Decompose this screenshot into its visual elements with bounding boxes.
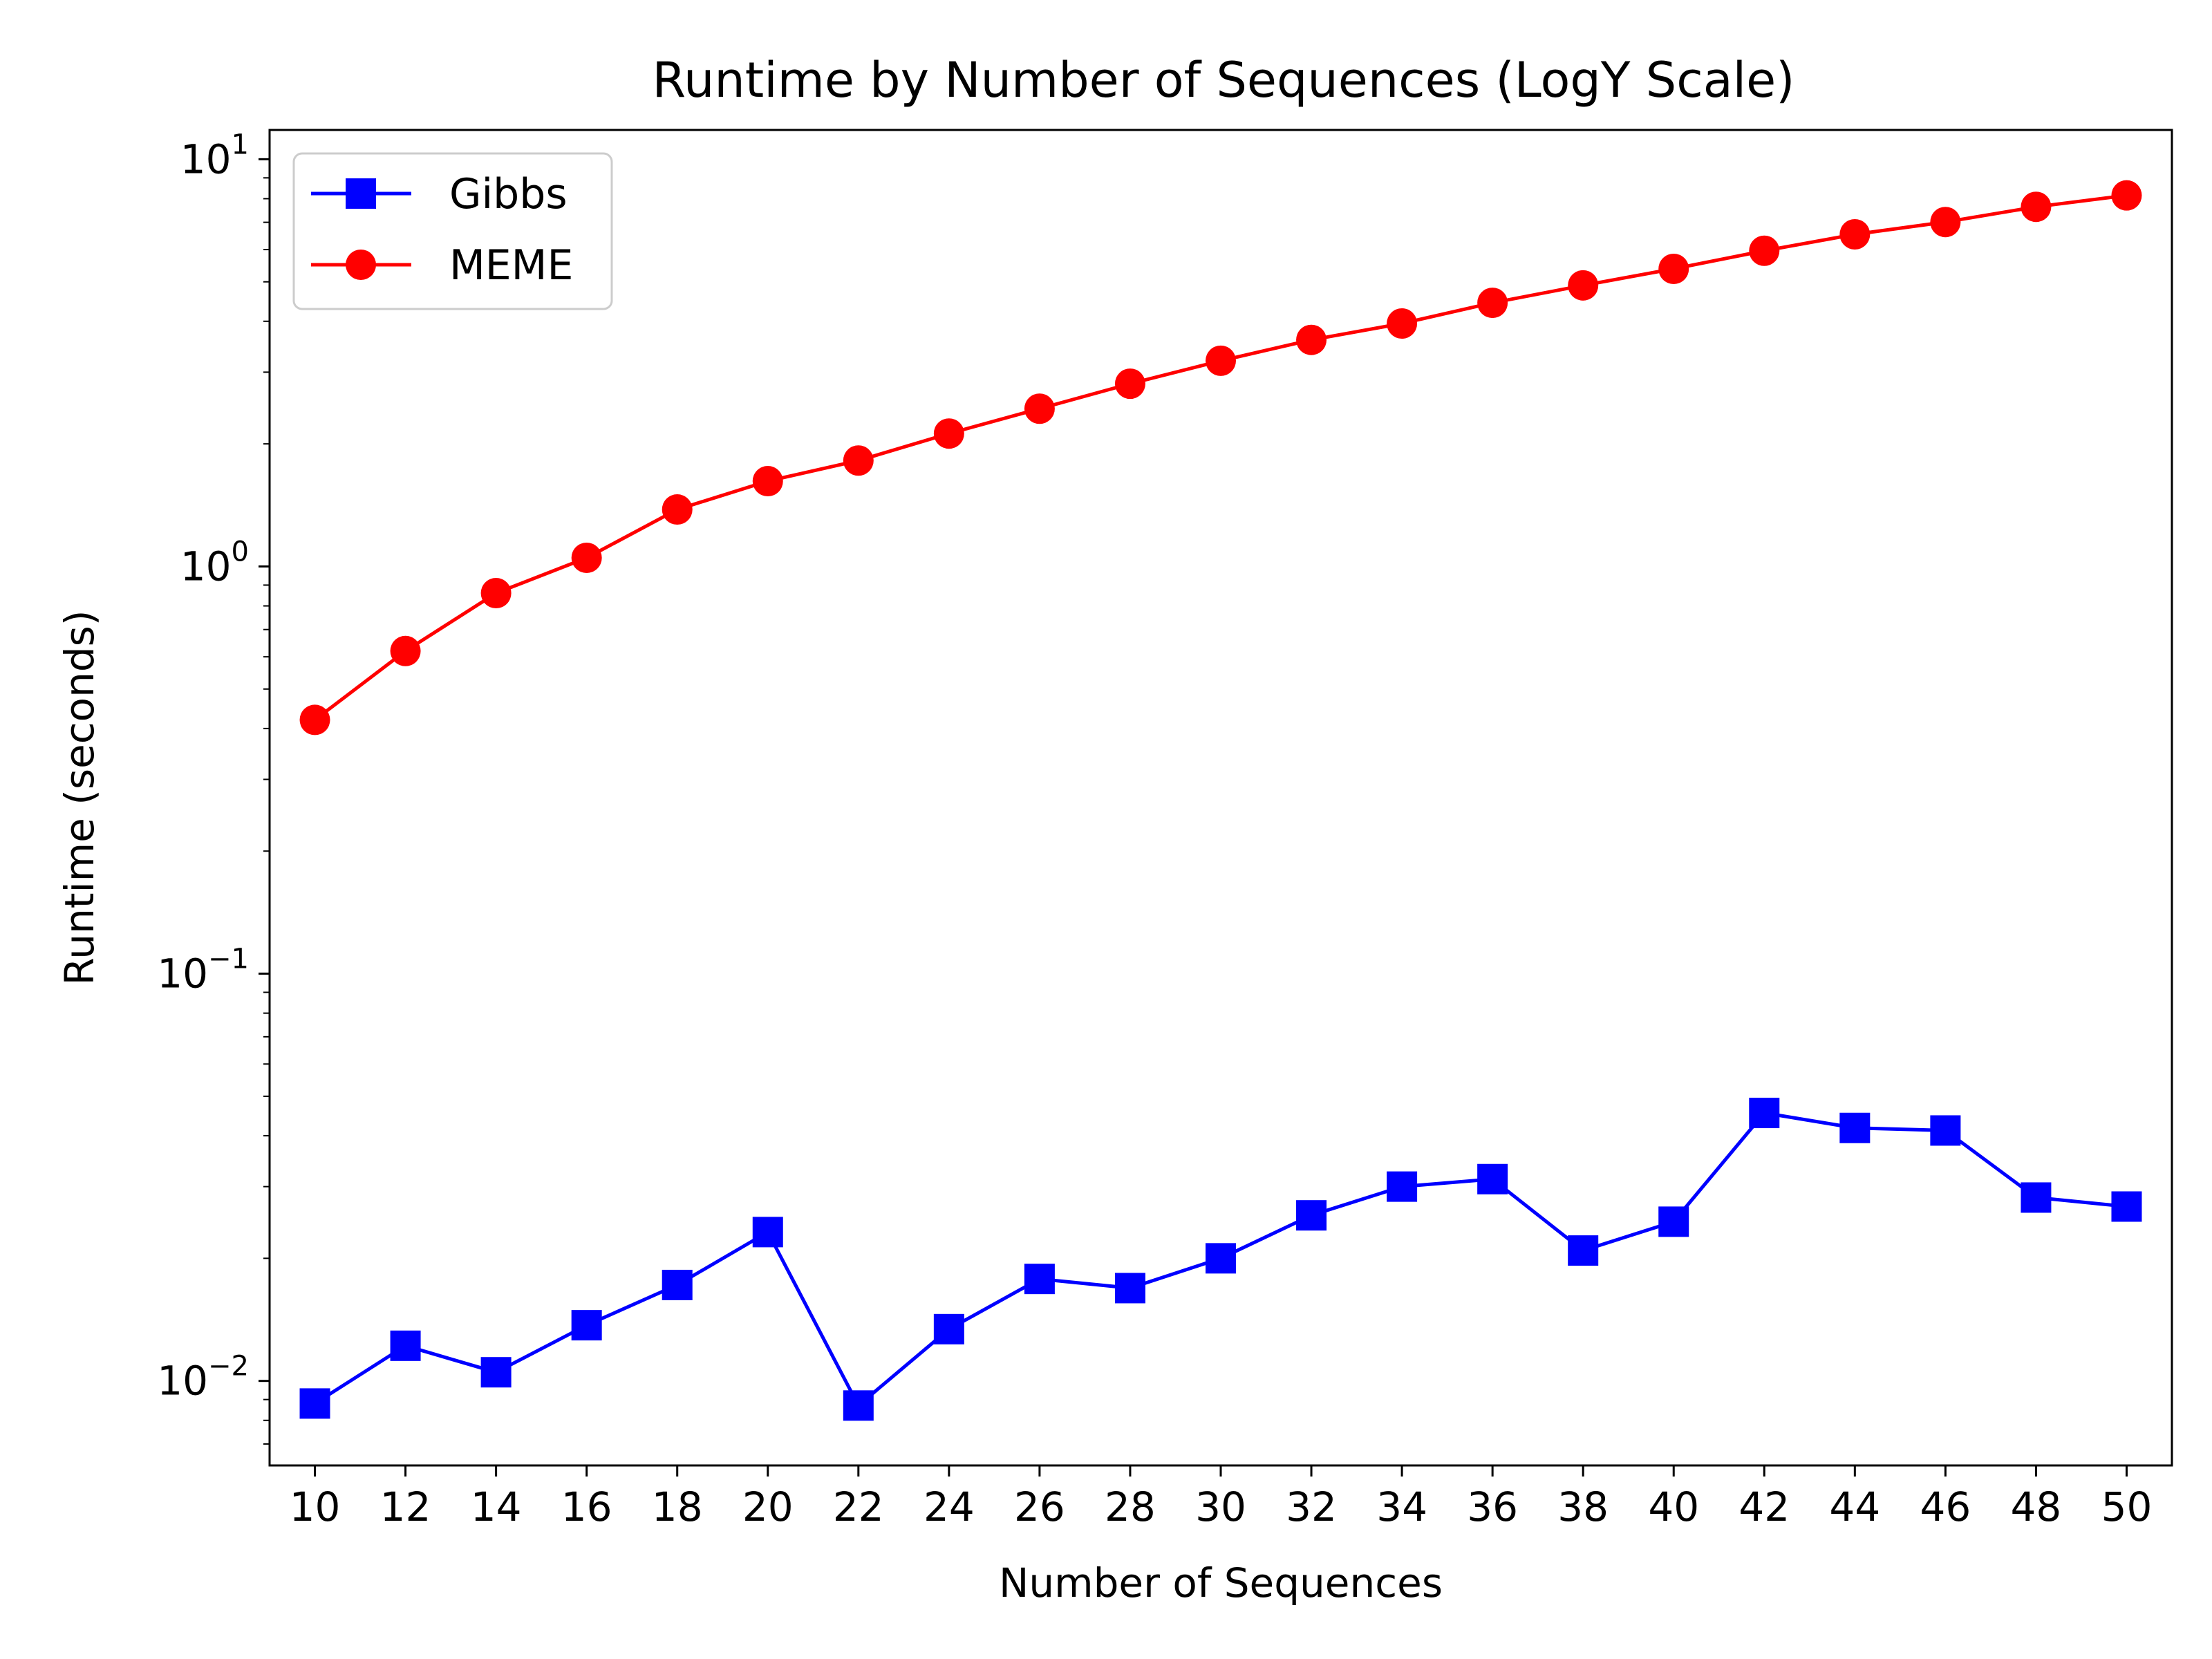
plot-area: 10 12 14 16 18 20 22 24 26 28 30 32 34 36 38 40 42 44 46 48… bbox=[157, 129, 2152, 1530]
gibbs-data-point bbox=[1658, 1206, 1689, 1237]
y-tick-label: 100 bbox=[180, 536, 249, 590]
meme-data-point bbox=[1658, 253, 1689, 284]
x-tick-label: 10 bbox=[290, 1483, 341, 1530]
gibbs-data-point bbox=[1477, 1163, 1508, 1194]
y-tick-label: 10−2 bbox=[157, 1351, 249, 1405]
y-tick-label: 10−1 bbox=[157, 944, 249, 997]
meme-data-point bbox=[752, 466, 783, 497]
x-tick-label: 18 bbox=[652, 1483, 703, 1530]
x-tick-label: 24 bbox=[924, 1483, 975, 1530]
x-tick-label: 12 bbox=[380, 1483, 431, 1530]
gibbs-data-point bbox=[1568, 1235, 1599, 1266]
meme-data-point bbox=[2111, 180, 2142, 211]
meme-data-point bbox=[1206, 345, 1236, 376]
meme-data-point bbox=[843, 445, 874, 476]
meme-data-point bbox=[2021, 191, 2052, 223]
meme-data-point bbox=[390, 635, 421, 666]
x-tick-label: 34 bbox=[1376, 1483, 1427, 1530]
meme-data-point bbox=[1930, 207, 1961, 238]
x-tick-label: 48 bbox=[2011, 1483, 2062, 1530]
x-tick-label: 38 bbox=[1557, 1483, 1609, 1530]
gibbs-data-point bbox=[390, 1330, 421, 1361]
legend-meme-marker bbox=[346, 250, 376, 280]
gibbs-data-point bbox=[2111, 1191, 2142, 1222]
gibbs-data-point bbox=[1387, 1171, 1418, 1202]
meme-data-point bbox=[662, 494, 693, 525]
x-tick-label: 42 bbox=[1738, 1483, 1790, 1530]
gibbs-data-point bbox=[752, 1217, 783, 1248]
gibbs-data-point bbox=[1024, 1264, 1055, 1295]
gibbs-data-point bbox=[1839, 1112, 1871, 1143]
gibbs-data-point bbox=[933, 1313, 964, 1344]
gibbs-data-point bbox=[299, 1388, 330, 1419]
meme-data-point bbox=[299, 704, 330, 735]
y-axis-label: Runtime (seconds) bbox=[56, 610, 103, 985]
x-tick-label: 22 bbox=[833, 1483, 884, 1530]
x-tick-label: 36 bbox=[1467, 1483, 1518, 1530]
x-tick-label: 46 bbox=[1920, 1483, 1971, 1530]
meme-data-point bbox=[1749, 235, 1780, 266]
x-tick-label: 14 bbox=[471, 1483, 522, 1530]
meme-data-point bbox=[1114, 368, 1145, 400]
gibbs-data-point bbox=[662, 1269, 693, 1300]
meme-data-point bbox=[933, 418, 964, 449]
gibbs-data-point bbox=[480, 1357, 512, 1388]
gibbs-data-point bbox=[1296, 1200, 1327, 1231]
x-tick-label: 50 bbox=[2101, 1483, 2153, 1530]
legend-gibbs-marker bbox=[346, 178, 376, 209]
gibbs-data-point bbox=[1749, 1098, 1780, 1129]
plot-frame bbox=[268, 129, 2173, 1467]
x-tick-label: 26 bbox=[1014, 1483, 1065, 1530]
legend-meme-label: MEME bbox=[449, 241, 573, 290]
x-axis-label: Number of Sequences bbox=[999, 1559, 1443, 1606]
legend: Gibbs MEME bbox=[292, 152, 613, 310]
x-tick-label: 44 bbox=[1829, 1483, 1880, 1530]
gibbs-data-point bbox=[1930, 1115, 1961, 1146]
y-tick-label: 101 bbox=[180, 129, 249, 182]
meme-data-point bbox=[1839, 218, 1871, 250]
gibbs-data-point bbox=[843, 1390, 874, 1421]
x-tick-label: 32 bbox=[1286, 1483, 1337, 1530]
meme-data-point bbox=[1387, 308, 1418, 339]
gibbs-data-point bbox=[1114, 1273, 1145, 1304]
meme-data-point bbox=[480, 578, 512, 609]
x-tick-label: 40 bbox=[1648, 1483, 1699, 1530]
chart-title: Runtime by Number of Sequences (LogY Sca… bbox=[653, 52, 1795, 109]
x-tick-label: 30 bbox=[1195, 1483, 1246, 1530]
gibbs-data-point bbox=[2021, 1182, 2052, 1213]
x-tick-label: 16 bbox=[561, 1483, 612, 1530]
meme-data-point bbox=[1568, 270, 1599, 301]
meme-data-point bbox=[1024, 393, 1055, 424]
meme-data-point bbox=[571, 542, 602, 573]
meme-data-point bbox=[1477, 288, 1508, 319]
x-tick-label: 28 bbox=[1105, 1483, 1156, 1530]
meme-data-point bbox=[1296, 324, 1327, 355]
gibbs-data-point bbox=[571, 1310, 602, 1341]
gibbs-data-point bbox=[1206, 1243, 1236, 1274]
legend-gibbs-label: Gibbs bbox=[449, 170, 568, 218]
x-tick-label: 20 bbox=[742, 1483, 794, 1530]
